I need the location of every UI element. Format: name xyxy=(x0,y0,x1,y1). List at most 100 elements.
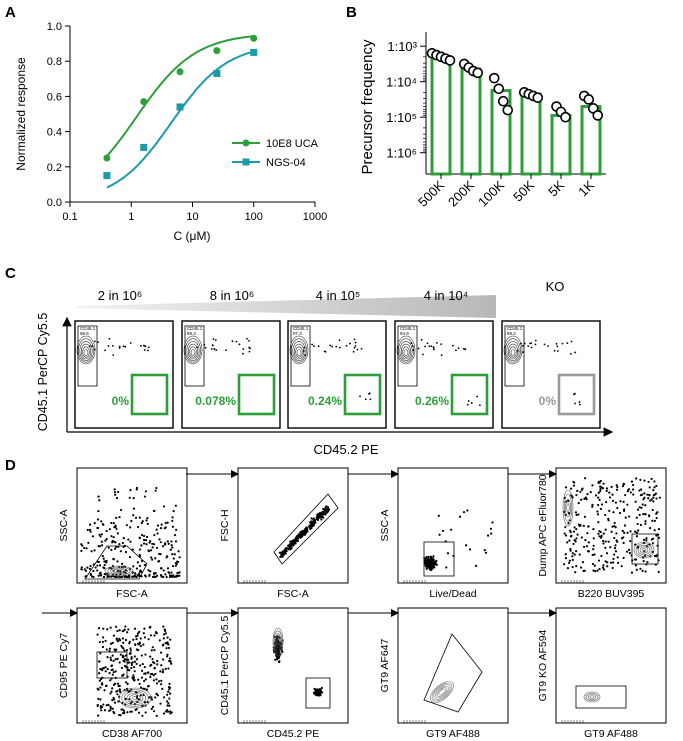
event-dot xyxy=(320,686,323,690)
event-dot xyxy=(298,535,301,538)
event-dot xyxy=(591,505,594,508)
event-dot xyxy=(455,349,457,352)
event-dot xyxy=(165,655,169,658)
event-dot xyxy=(143,563,146,567)
gate-percent: 0.26% xyxy=(415,394,449,408)
event-dot xyxy=(108,671,111,675)
event-dot xyxy=(107,546,110,549)
event-dot xyxy=(438,533,441,536)
event-dot xyxy=(600,503,604,506)
event-dot xyxy=(466,509,469,512)
event-dot xyxy=(131,575,134,578)
event-dot xyxy=(168,688,171,691)
event-dot xyxy=(99,667,102,671)
event-dot xyxy=(132,507,136,510)
event-dot xyxy=(658,496,661,499)
event-dot xyxy=(320,512,323,516)
event-dot xyxy=(126,711,129,714)
event-dot xyxy=(164,632,167,635)
event-dot xyxy=(547,345,549,347)
plot-frame xyxy=(397,607,509,724)
event-dot xyxy=(109,658,113,662)
event-dot xyxy=(324,506,327,509)
event-dot xyxy=(606,565,609,568)
event-dot xyxy=(520,342,522,345)
event-dot xyxy=(155,486,158,490)
event-dot xyxy=(80,566,83,569)
event-dot xyxy=(432,555,435,558)
event-dot xyxy=(167,571,171,575)
event-dot xyxy=(173,553,176,556)
event-dot xyxy=(106,628,109,631)
event-dot xyxy=(154,696,157,699)
event-dot xyxy=(577,523,581,526)
event-dot xyxy=(476,395,479,398)
event-dot xyxy=(432,346,435,349)
x-axis-title: B220 BUV395 xyxy=(578,588,645,600)
event-dot xyxy=(646,493,649,496)
event-dot xyxy=(287,548,290,551)
data-point-series-2 xyxy=(103,172,111,180)
event-dot xyxy=(316,513,319,516)
flow-plot-5: CD45.198.2 0% xyxy=(501,320,601,429)
event-dot xyxy=(161,658,165,661)
event-dot xyxy=(116,560,119,563)
event-dot xyxy=(312,521,315,525)
event-dot xyxy=(84,569,88,572)
event-dot xyxy=(592,537,595,540)
event-dot xyxy=(174,564,177,567)
density-contour xyxy=(275,636,281,648)
event-dot xyxy=(604,513,607,517)
event-dot xyxy=(103,709,107,712)
event-dot xyxy=(133,627,137,630)
event-dot xyxy=(310,517,313,520)
event-dot xyxy=(126,631,129,634)
event-dot xyxy=(316,515,319,519)
event-dot xyxy=(464,348,467,351)
density-contour xyxy=(291,338,307,363)
event-dot xyxy=(116,629,119,633)
event-dot xyxy=(630,571,634,574)
event-dot xyxy=(162,712,166,715)
event-dot xyxy=(102,666,105,670)
event-dot xyxy=(151,542,154,545)
event-dot xyxy=(103,563,106,567)
event-dot xyxy=(585,498,588,501)
event-dot xyxy=(162,625,165,628)
event-dot xyxy=(446,552,450,555)
event-dot xyxy=(123,660,126,663)
event-dot xyxy=(124,681,128,684)
event-dot xyxy=(113,526,116,529)
x-tick-label: 10 xyxy=(186,211,198,223)
event-dot xyxy=(115,516,118,519)
event-dot xyxy=(129,489,132,492)
event-dot xyxy=(578,403,581,406)
event-dot xyxy=(530,342,533,345)
event-dot xyxy=(628,551,631,555)
event-dot xyxy=(174,540,178,543)
event-dot xyxy=(651,542,654,545)
event-dot xyxy=(430,565,434,568)
event-dot xyxy=(638,506,641,509)
event-dot xyxy=(634,500,637,503)
event-dot xyxy=(124,345,127,348)
dilution-gradient-wedge xyxy=(76,295,496,318)
event-dot xyxy=(601,566,605,569)
event-dot xyxy=(568,559,571,562)
gate-name: CD45.1 xyxy=(293,326,309,331)
legend-label-series-1: 10E8 UCA xyxy=(266,138,319,150)
event-dot xyxy=(166,710,170,713)
event-dot xyxy=(602,539,605,543)
event-dot xyxy=(138,630,141,634)
event-dot xyxy=(522,345,524,347)
density-contour xyxy=(399,341,413,361)
y-tick-label: 1:10³ xyxy=(387,39,417,54)
event-dot xyxy=(594,570,597,573)
event-dot xyxy=(593,564,596,567)
event-dot xyxy=(99,686,102,689)
event-dot xyxy=(618,511,622,515)
event-dot xyxy=(432,348,435,351)
event-dot xyxy=(152,674,155,677)
event-dot xyxy=(317,690,320,693)
density-contour xyxy=(274,633,282,651)
